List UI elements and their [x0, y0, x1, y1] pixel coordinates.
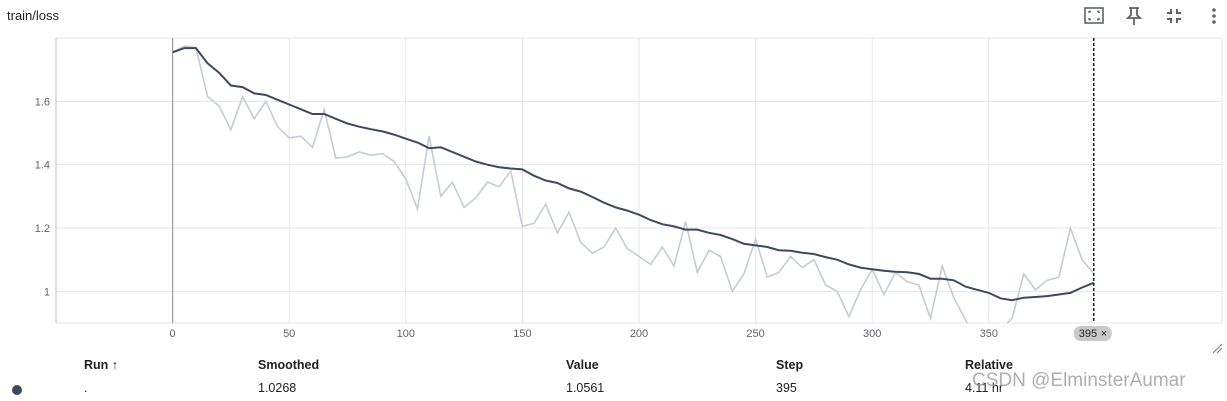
- chart-tick-labels: 1 1.2 1.4 1.6 0 50 100 150 200 250 300 350: [35, 96, 998, 340]
- column-header-value[interactable]: Value: [566, 358, 599, 372]
- column-header-step[interactable]: Step: [776, 358, 804, 372]
- x-tick-label: 150: [513, 328, 531, 340]
- cell-smoothed: 1.0268: [258, 381, 297, 395]
- column-header-smoothed[interactable]: Smoothed: [258, 358, 320, 372]
- run-color-dot: [12, 385, 22, 395]
- chart-title: train/loss: [7, 8, 60, 23]
- step-cursor-label: 395: [1079, 328, 1097, 340]
- y-tick-label: 1.6: [35, 96, 50, 108]
- x-tick-label: 200: [630, 328, 648, 340]
- pin-icon[interactable]: [1123, 5, 1145, 27]
- chart-axes: [55, 38, 174, 323]
- x-tick-label: 350: [980, 328, 998, 340]
- more-vert-icon[interactable]: [1203, 5, 1225, 27]
- loss-chart[interactable]: 1 1.2 1.4 1.6 0 50 100 150 200 250 300 350 395 ×: [0, 0, 1227, 355]
- close-icon: ×: [1101, 328, 1107, 340]
- x-tick-label: 50: [283, 328, 295, 340]
- column-header-run[interactable]: Run ↑: [84, 358, 119, 372]
- column-header-relative[interactable]: Relative: [965, 358, 1013, 372]
- watermark: CSDN @ElminsterAumar: [972, 370, 1186, 391]
- fit-domain-icon[interactable]: [1083, 5, 1105, 27]
- x-tick-label: 100: [397, 328, 415, 340]
- cell-run: .: [84, 381, 88, 395]
- x-tick-label: 300: [863, 328, 881, 340]
- y-tick-label: 1: [44, 286, 50, 298]
- cell-step: 395: [776, 381, 797, 395]
- cell-value: 1.0561: [566, 381, 605, 395]
- y-tick-label: 1.2: [35, 223, 50, 235]
- y-tick-label: 1.4: [35, 160, 50, 172]
- collapse-icon[interactable]: [1163, 5, 1185, 27]
- cell-relative: 4.11 hr: [965, 381, 1003, 395]
- chart-grid: [55, 37, 1223, 324]
- series-line-smoothed: [172, 47, 1095, 302]
- x-tick-label: 250: [746, 328, 764, 340]
- step-cursor-badge[interactable]: 395 ×: [1073, 326, 1112, 341]
- resize-handle-icon[interactable]: [1211, 342, 1223, 354]
- x-tick-label: 0: [170, 328, 176, 340]
- series-line-value: [172, 45, 1095, 323]
